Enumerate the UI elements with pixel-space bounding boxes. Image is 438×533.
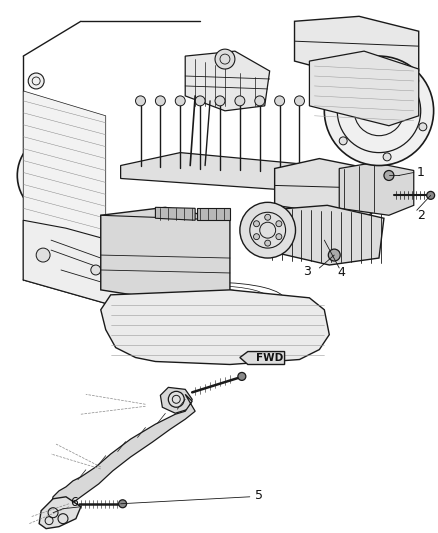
Circle shape: [427, 191, 434, 199]
Circle shape: [215, 49, 235, 69]
Circle shape: [265, 240, 271, 246]
Polygon shape: [51, 394, 195, 508]
Text: FWD: FWD: [256, 352, 283, 362]
Polygon shape: [265, 205, 384, 265]
Circle shape: [419, 123, 427, 131]
Circle shape: [384, 171, 394, 181]
Circle shape: [275, 96, 285, 106]
Circle shape: [276, 221, 282, 227]
Circle shape: [294, 96, 304, 106]
Circle shape: [254, 221, 259, 227]
Circle shape: [119, 500, 127, 508]
Circle shape: [91, 265, 101, 275]
Circle shape: [339, 137, 347, 145]
Polygon shape: [120, 152, 339, 192]
Polygon shape: [275, 158, 379, 218]
Circle shape: [367, 61, 375, 69]
Circle shape: [383, 153, 391, 161]
Polygon shape: [23, 91, 106, 295]
Text: 2: 2: [417, 209, 424, 222]
Polygon shape: [155, 207, 195, 220]
Polygon shape: [101, 290, 329, 365]
Circle shape: [53, 169, 65, 181]
Circle shape: [265, 214, 271, 220]
Circle shape: [195, 96, 205, 106]
Circle shape: [235, 96, 245, 106]
Polygon shape: [309, 51, 419, 126]
Circle shape: [411, 77, 419, 85]
Text: 4: 4: [337, 266, 345, 279]
Text: 6: 6: [70, 496, 78, 509]
Polygon shape: [294, 17, 419, 81]
Circle shape: [36, 248, 50, 262]
Circle shape: [324, 56, 434, 166]
Circle shape: [168, 391, 184, 407]
Circle shape: [17, 134, 101, 217]
Polygon shape: [185, 51, 270, 111]
Circle shape: [238, 373, 246, 381]
Circle shape: [254, 233, 259, 240]
Circle shape: [28, 73, 44, 89]
Text: 1: 1: [417, 166, 424, 179]
Text: 3: 3: [304, 265, 311, 278]
Polygon shape: [160, 387, 192, 413]
Circle shape: [240, 203, 296, 258]
Text: 5: 5: [255, 489, 263, 502]
Circle shape: [155, 96, 165, 106]
Circle shape: [328, 249, 340, 261]
Circle shape: [175, 96, 185, 106]
Circle shape: [331, 91, 339, 99]
Polygon shape: [339, 163, 414, 215]
Circle shape: [276, 233, 282, 240]
Circle shape: [215, 96, 225, 106]
Circle shape: [135, 96, 145, 106]
Polygon shape: [39, 497, 81, 529]
Polygon shape: [240, 352, 285, 365]
Circle shape: [255, 96, 265, 106]
Polygon shape: [23, 220, 145, 305]
Polygon shape: [197, 208, 230, 220]
Polygon shape: [101, 207, 230, 305]
